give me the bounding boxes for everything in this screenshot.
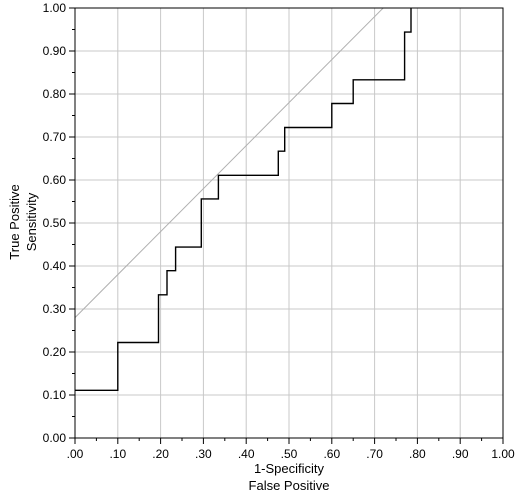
- x-tick-label: .30: [195, 447, 212, 461]
- x-tick-label: .40: [238, 447, 255, 461]
- series-layer: [74, 7, 412, 391]
- x-axis-title-line2: False Positive: [249, 478, 330, 493]
- y-tick-label: 0.30: [43, 302, 67, 316]
- y-tick-label: 0.20: [43, 345, 67, 359]
- x-tick-label: .70: [366, 447, 383, 461]
- y-axis-title-line2: Sensitivity: [24, 192, 39, 251]
- x-axis-title-line1: 1-Specificity: [254, 461, 325, 476]
- roc-curve: [75, 8, 412, 391]
- x-tick-labels: .00 .10 .20 .30 .40 .50 .60 .70 .80 .90 1.00: [67, 447, 515, 461]
- y-tick-label: 0.70: [43, 130, 67, 144]
- grid: [75, 8, 503, 438]
- x-tick-label: .50: [281, 447, 298, 461]
- y-tick-label: 0.80: [43, 87, 67, 101]
- x-tick-label: .00: [67, 447, 84, 461]
- y-tick-label: 0.00: [43, 431, 67, 445]
- x-tick-label: .90: [452, 447, 469, 461]
- x-tick-label: .10: [109, 447, 126, 461]
- y-tick-label: 0.90: [43, 44, 67, 58]
- y-tick-label: 1.00: [43, 1, 67, 15]
- x-tick-label: .80: [409, 447, 426, 461]
- y-tick-label: 0.10: [43, 388, 67, 402]
- y-tick-labels: 0.00 0.10 0.20 0.30 0.40 0.50 0.60 0.70 0.80 0.90…: [43, 1, 67, 445]
- y-tick-label: 0.50: [43, 216, 67, 230]
- reference-line: [74, 7, 384, 318]
- x-tick-label: .20: [152, 447, 169, 461]
- y-tick-label: 0.60: [43, 173, 67, 187]
- tick-marks: [69, 7, 504, 444]
- y-tick-label: 0.40: [43, 259, 67, 273]
- y-axis-title-line1: True Positive: [7, 184, 22, 259]
- x-tick-label: 1.00: [491, 447, 515, 461]
- x-tick-label: .60: [323, 447, 340, 461]
